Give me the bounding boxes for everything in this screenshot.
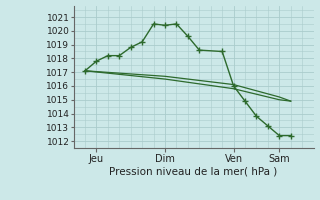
X-axis label: Pression niveau de la mer( hPa ): Pression niveau de la mer( hPa ) [109,166,278,176]
